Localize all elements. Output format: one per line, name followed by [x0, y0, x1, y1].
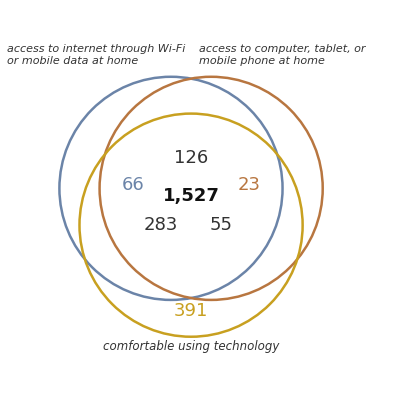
Text: access to internet through Wi-Fi
or mobile data at home: access to internet through Wi-Fi or mobi…: [7, 44, 185, 66]
Text: 283: 283: [144, 216, 178, 234]
Text: 66: 66: [122, 176, 144, 194]
Text: comfortable using technology: comfortable using technology: [103, 340, 279, 354]
Text: 391: 391: [174, 302, 208, 320]
Text: 55: 55: [210, 216, 233, 234]
Text: 126: 126: [174, 149, 208, 167]
Text: access to computer, tablet, or
mobile phone at home: access to computer, tablet, or mobile ph…: [199, 44, 365, 66]
Text: 23: 23: [238, 176, 260, 194]
Text: 1,527: 1,527: [163, 187, 220, 205]
